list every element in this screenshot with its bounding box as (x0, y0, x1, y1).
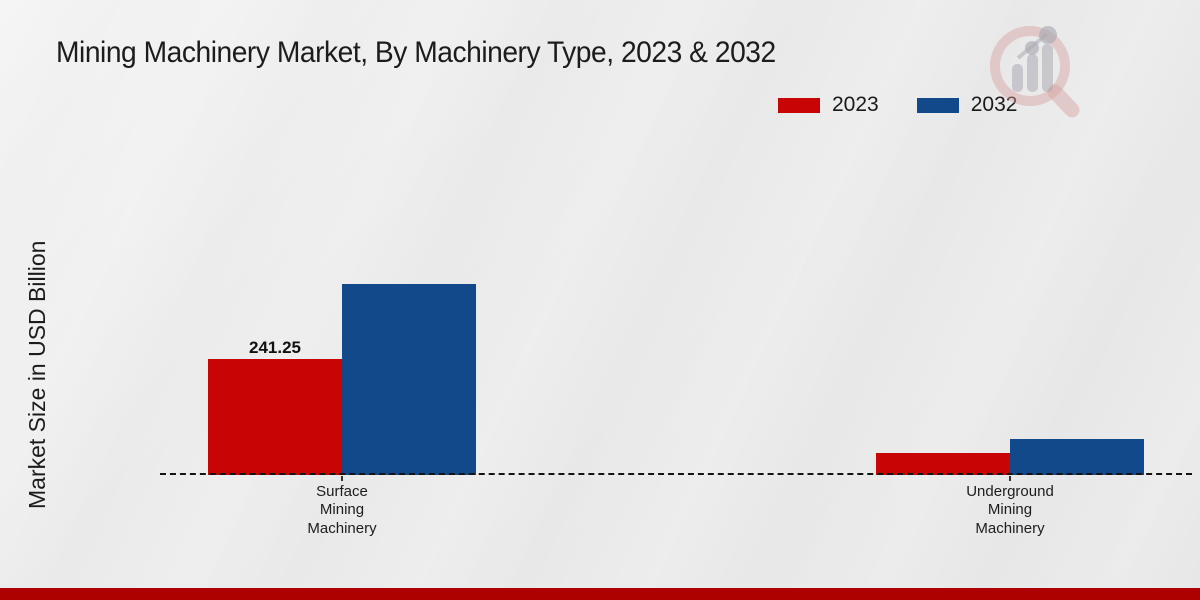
legend-label-2032: 2032 (970, 93, 1018, 116)
chart-title: Mining Machinery Market, By Machinery Ty… (56, 36, 776, 69)
bar-2032-surface-mining-machinery (342, 283, 476, 475)
x-axis-tick (1009, 476, 1011, 481)
legend-swatch-2032 (916, 97, 959, 113)
bar-2023-underground-mining-machinery (876, 452, 1010, 475)
magnifier-bar-chart-logo-icon (990, 26, 1080, 118)
legend-item-2032: 2032 (916, 93, 1018, 117)
bar-2023-surface-mining-machinery (208, 359, 342, 475)
legend: 2023 2032 (778, 93, 1017, 117)
legend-item-2023: 2023 (778, 93, 879, 117)
x-axis-tick (341, 476, 343, 481)
bar-2032-underground-mining-machinery (1010, 439, 1144, 475)
x-axis-baseline (160, 473, 1192, 475)
category-label: Underground Mining Machinery (966, 483, 1054, 537)
y-axis-label: Market Size in USD Billion (24, 240, 50, 510)
legend-label-2023: 2023 (832, 93, 879, 116)
bottom-accent-strip (0, 588, 1200, 600)
category-label: Surface Mining Machinery (307, 483, 377, 537)
legend-swatch-2023 (778, 97, 820, 113)
bar-value-label: 241.25 (249, 338, 301, 358)
